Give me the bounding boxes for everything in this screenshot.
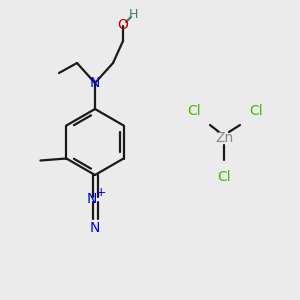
Text: N: N bbox=[87, 192, 97, 206]
Text: +: + bbox=[96, 187, 106, 200]
Text: Cl: Cl bbox=[187, 104, 201, 118]
Text: H: H bbox=[128, 8, 138, 20]
Text: N: N bbox=[90, 76, 100, 90]
Text: N: N bbox=[90, 221, 100, 235]
Text: Zn: Zn bbox=[215, 131, 233, 145]
Text: Cl: Cl bbox=[217, 170, 231, 184]
Text: O: O bbox=[118, 18, 128, 32]
Text: Cl: Cl bbox=[249, 104, 263, 118]
